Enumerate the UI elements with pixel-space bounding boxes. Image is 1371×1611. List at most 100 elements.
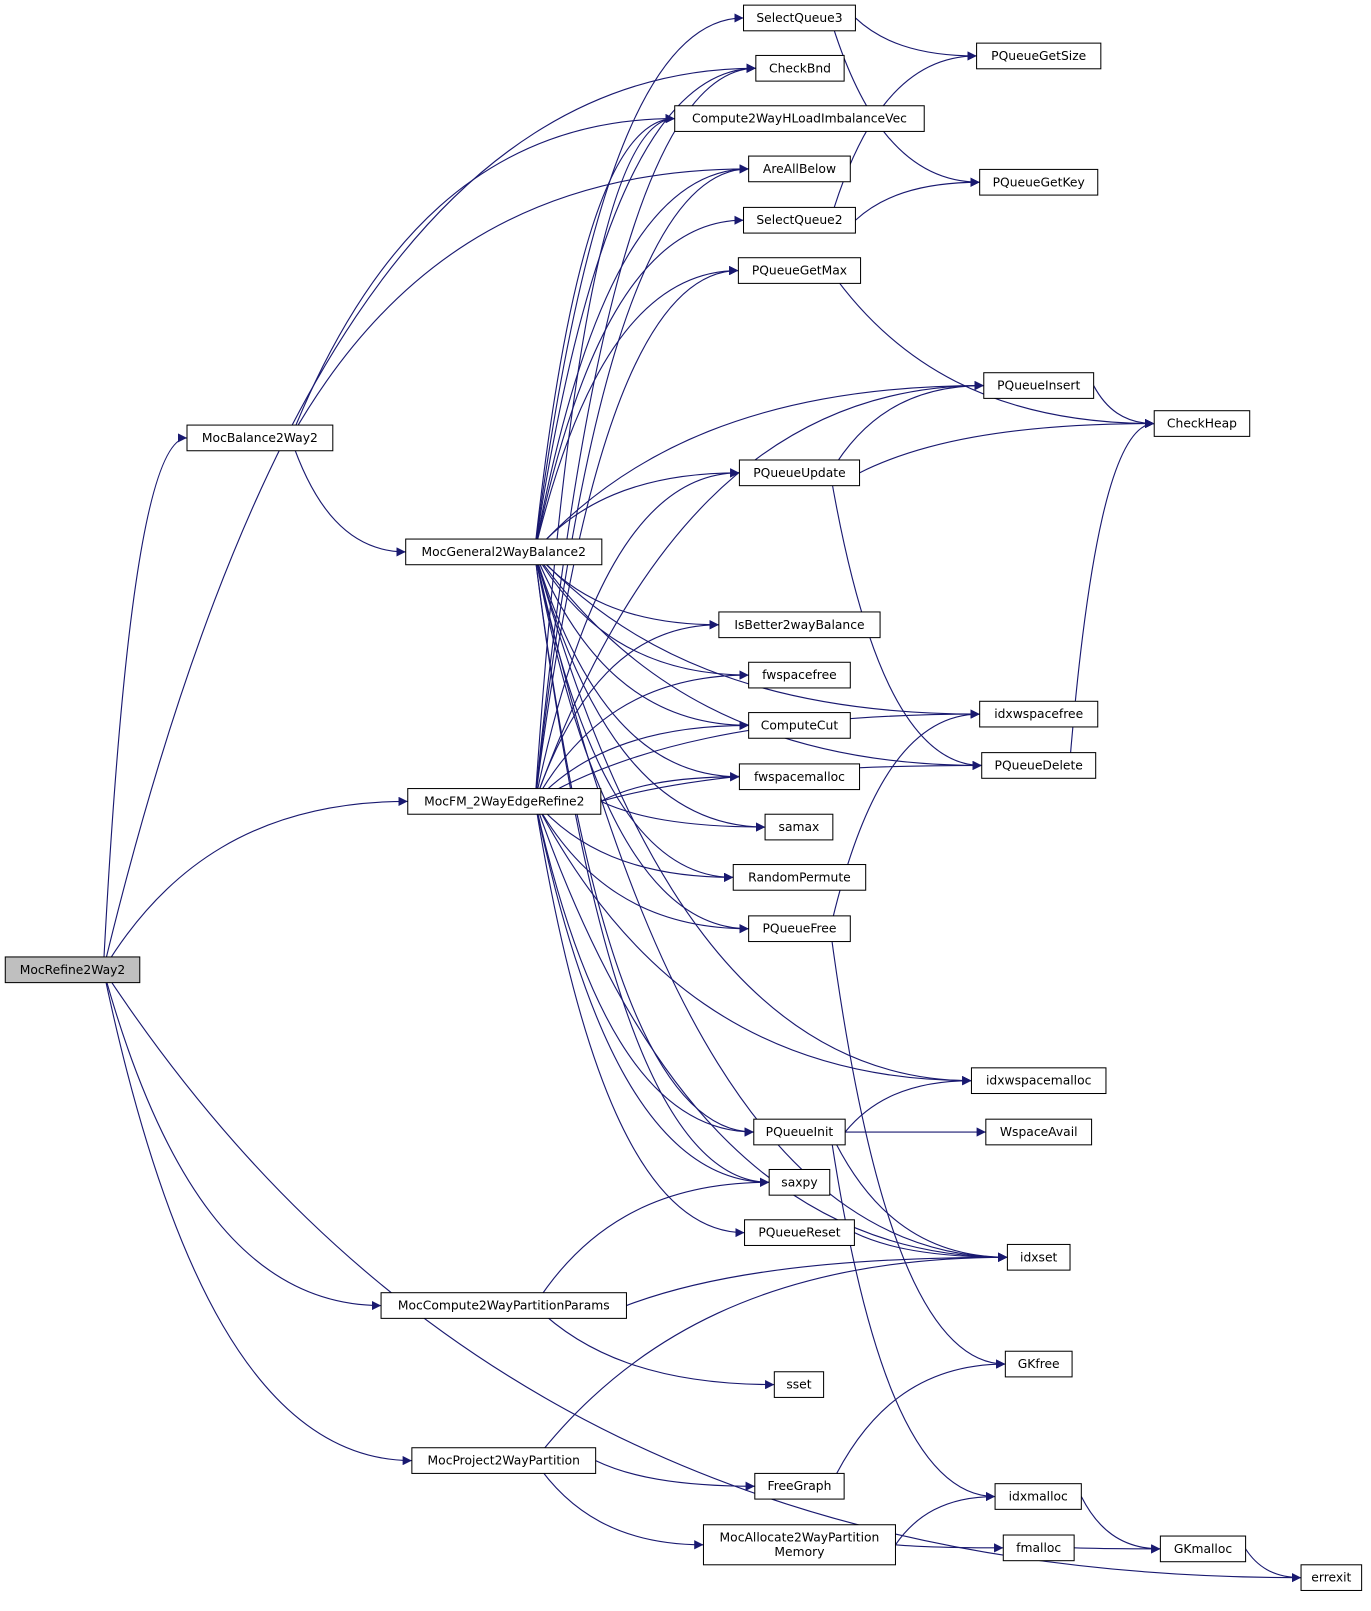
node-gkfree[interactable]: GKfree bbox=[1004, 1350, 1073, 1378]
node-label: PQueueInit bbox=[766, 1125, 834, 1139]
edge-moc-general2-way-balance2-to-idxset bbox=[534, 551, 1008, 1262]
node-fwspacemalloc[interactable]: fwspacemalloc bbox=[738, 763, 861, 791]
edge-moc-general2-way-balance2-to-pqueue-insert bbox=[534, 380, 984, 553]
node-box bbox=[1002, 1534, 1075, 1562]
node-gkmalloc[interactable]: GKmalloc bbox=[1159, 1535, 1247, 1563]
node-sset[interactable]: sset bbox=[773, 1371, 825, 1398]
node-box bbox=[970, 1067, 1107, 1095]
node-compute-cut[interactable]: ComputeCut bbox=[748, 712, 851, 739]
node-pqueue-insert[interactable]: PQueueInsert bbox=[983, 372, 1095, 399]
edge-pqueue-update-to-check-heap bbox=[859, 418, 1155, 474]
node-pqueue-get-size[interactable]: PQueueGetSize bbox=[976, 42, 1102, 70]
node-saxpy[interactable]: saxpy bbox=[768, 1168, 831, 1196]
node-box bbox=[1004, 1350, 1073, 1378]
edge-moc-fm-2-way-edge-refine2-to-idxwspacefree bbox=[534, 709, 980, 802]
node-box bbox=[976, 42, 1102, 70]
edge-moc-general2-way-balance2-to-pqueue-free bbox=[534, 551, 749, 934]
edge-moc-general2-way-balance2-to-are-all-below bbox=[534, 164, 749, 552]
node-fwspacefree[interactable]: fwspacefree bbox=[748, 661, 851, 689]
node-label: SelectQueue3 bbox=[756, 11, 842, 25]
node-compute2-way-hload-imbalance-vec[interactable]: Compute2WayHLoadImbalanceVec bbox=[674, 105, 925, 132]
node-random-permute[interactable]: RandomPermute bbox=[732, 864, 867, 891]
edge-moc-general2-way-balance2-to-pqueue-get-max bbox=[534, 265, 739, 553]
node-moc-fm-2-way-edge-refine2[interactable]: MocFM_2WayEdgeRefine2 bbox=[407, 788, 602, 815]
node-pqueue-reset[interactable]: PQueueReset bbox=[744, 1219, 855, 1246]
edge-pqueue-delete-to-check-heap bbox=[1068, 418, 1155, 766]
edge-moc-general2-way-balance2-to-pqueue-delete bbox=[534, 551, 982, 771]
node-label: GKmalloc bbox=[1174, 1542, 1232, 1556]
node-label: SelectQueue2 bbox=[756, 213, 842, 227]
node-label: PQueueInsert bbox=[997, 379, 1080, 393]
edge-moc-fm-2-way-edge-refine2-to-saxpy bbox=[534, 801, 770, 1187]
node-free-graph[interactable]: FreeGraph bbox=[754, 1472, 845, 1500]
node-label: fwspacemalloc bbox=[754, 770, 845, 784]
nodes: MocRefine2Way2 MocBalance2Way2 MocGeneral2… bbox=[4, 4, 1363, 1591]
edge-pqueue-free-to-idxwspacefree bbox=[829, 709, 980, 929]
node-pqueue-get-key[interactable]: PQueueGetKey bbox=[979, 168, 1099, 196]
node-label: PQueueGetSize bbox=[991, 49, 1086, 63]
edge-moc-fm-2-way-edge-refine2-to-fwspacefree bbox=[534, 670, 749, 802]
node-idxwspacemalloc[interactable]: idxwspacemalloc bbox=[970, 1067, 1107, 1095]
node-label: PQueueFree bbox=[762, 922, 836, 936]
node-samax[interactable]: samax bbox=[764, 813, 834, 841]
node-idxset[interactable]: idxset bbox=[1006, 1243, 1071, 1271]
edge-moc-general2-way-balance2-to-idxwspacefree bbox=[534, 551, 980, 719]
node-box bbox=[1153, 410, 1251, 437]
node-select-queue2[interactable]: SelectQueue2 bbox=[742, 206, 856, 234]
node-label: sset bbox=[786, 1378, 811, 1392]
edge-moc-refine2-way2-to-moc-project2-way-partition bbox=[102, 969, 412, 1466]
node-label: idxwspacefree bbox=[994, 707, 1083, 721]
node-label: AreAllBelow bbox=[763, 162, 836, 176]
edge-moc-project2-way-partition-to-moc-allocate2-way-partition-memory bbox=[534, 1460, 704, 1550]
node-box bbox=[742, 206, 856, 234]
node-box bbox=[718, 611, 881, 639]
node-is-better2way-balance[interactable]: IsBetter2wayBalance bbox=[718, 611, 881, 639]
node-label: PQueueDelete bbox=[995, 758, 1083, 772]
node-pqueue-free[interactable]: PQueueFree bbox=[748, 915, 851, 943]
node-box bbox=[1006, 1243, 1071, 1271]
node-moc-compute2-way-partition-params[interactable]: MocCompute2WayPartitionParams bbox=[380, 1292, 627, 1319]
node-pqueue-update[interactable]: PQueueUpdate bbox=[738, 459, 861, 487]
edge-moc-general2-way-balance2-to-idxwspacemalloc bbox=[534, 551, 972, 1086]
edge-moc-fm-2-way-edge-refine2-to-pqueue-update bbox=[534, 468, 740, 802]
edge-moc-project2-way-partition-to-free-graph bbox=[595, 1460, 755, 1491]
edge-moc-balance2-way2-to-are-all-below bbox=[290, 164, 749, 439]
node-idxwspacefree[interactable]: idxwspacefree bbox=[979, 700, 1099, 728]
edge-moc-fm-2-way-edge-refine2-to-check-bnd bbox=[534, 63, 756, 802]
node-check-heap[interactable]: CheckHeap bbox=[1153, 410, 1251, 437]
node-box bbox=[1159, 1535, 1247, 1563]
node-moc-balance2-way2[interactable]: MocBalance2Way2 bbox=[186, 424, 334, 452]
node-wspace-avail[interactable]: WspaceAvail bbox=[985, 1118, 1093, 1146]
node-moc-general2-way-balance2[interactable]: MocGeneral2WayBalance2 bbox=[405, 538, 603, 566]
node-label: RandomPermute bbox=[748, 870, 851, 884]
node-fmalloc[interactable]: fmalloc bbox=[1002, 1534, 1075, 1562]
node-moc-project2-way-partition[interactable]: MocProject2WayPartition bbox=[411, 1447, 597, 1474]
edge-idxmalloc-to-gkmalloc bbox=[1080, 1496, 1161, 1554]
node-are-all-below[interactable]: AreAllBelow bbox=[748, 155, 851, 183]
edge-moc-general2-way-balance2-to-random-permute bbox=[534, 551, 734, 882]
edge-select-queue3-to-pqueue-get-size bbox=[855, 17, 977, 61]
edge-pqueue-init-to-idxmalloc bbox=[829, 1131, 996, 1502]
edge-moc-fm-2-way-edge-refine2-to-idxwspacemalloc bbox=[534, 801, 972, 1086]
node-pqueue-init[interactable]: PQueueInit bbox=[753, 1118, 846, 1146]
node-label: MocProject2WayPartition bbox=[428, 1454, 580, 1468]
node-check-bnd[interactable]: CheckBnd bbox=[755, 54, 845, 82]
node-box bbox=[755, 54, 845, 82]
node-idxmalloc[interactable]: idxmalloc bbox=[994, 1483, 1082, 1510]
node-label: PQueueGetKey bbox=[993, 175, 1085, 189]
edge-moc-refine2-way2-to-moc-balance2-way2 bbox=[102, 433, 188, 970]
edge-pqueue-insert-to-check-heap bbox=[1093, 385, 1155, 429]
node-pqueue-delete[interactable]: PQueueDelete bbox=[981, 752, 1097, 779]
node-pqueue-get-max[interactable]: PQueueGetMax bbox=[737, 257, 862, 284]
node-moc-refine2-way2[interactable]: MocRefine2Way2 bbox=[4, 956, 141, 984]
node-box bbox=[748, 712, 851, 739]
node-errexit[interactable]: errexit bbox=[1300, 1564, 1363, 1591]
edge-moc-balance2-way2-to-moc-general2-way-balance2 bbox=[290, 437, 406, 557]
node-box bbox=[411, 1447, 597, 1474]
node-label: MocBalance2Way2 bbox=[202, 431, 318, 445]
node-box bbox=[744, 1219, 855, 1246]
node-select-queue3[interactable]: SelectQueue3 bbox=[742, 4, 856, 32]
edge-pqueue-reset-to-idxset bbox=[854, 1232, 1008, 1262]
